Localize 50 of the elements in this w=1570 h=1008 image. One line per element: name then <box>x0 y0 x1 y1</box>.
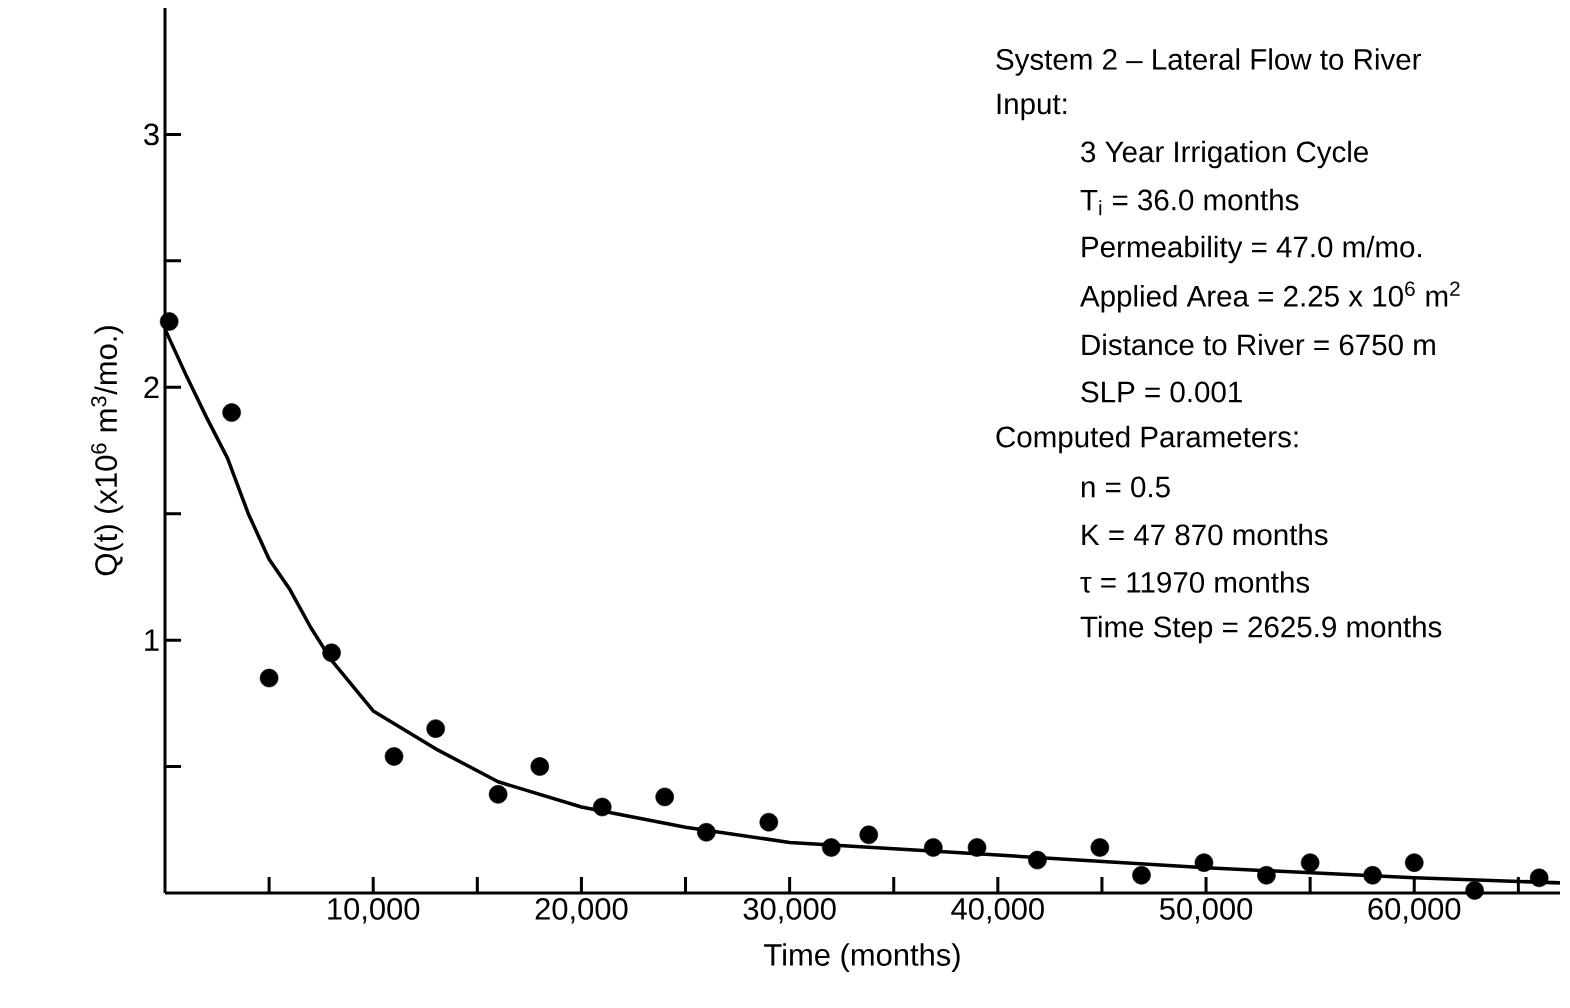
point <box>159 312 179 331</box>
text: System 2 – Lateral Flow to River <box>996 48 1421 76</box>
point <box>384 747 404 766</box>
point <box>859 825 879 845</box>
point <box>426 719 445 738</box>
x-tick-label: 40,000 <box>951 897 1044 924</box>
y-tick-label: 2 <box>144 376 159 399</box>
point <box>1529 868 1549 888</box>
point <box>1194 853 1214 872</box>
point <box>1090 838 1110 857</box>
point <box>259 668 279 688</box>
annotation: Distance to River = 6750 m <box>1082 333 1435 356</box>
annotation: Applied Area = 2.25 x 10$^{6}$ m$^{2}$ <box>1080 281 1460 313</box>
point <box>222 403 241 422</box>
x-tick-label: 30,000 <box>743 897 836 924</box>
point <box>697 823 716 842</box>
point <box>759 812 779 832</box>
annotation: SLP = 0.001 <box>1081 381 1242 403</box>
y-tick-label: 3 <box>144 123 159 146</box>
point <box>1257 866 1276 885</box>
point <box>1028 850 1047 870</box>
annotation: n = 0.5 <box>1081 476 1170 498</box>
point <box>1132 866 1151 885</box>
point <box>1300 853 1320 872</box>
annotation: Input: <box>997 93 1067 121</box>
point <box>530 757 550 776</box>
point <box>488 785 508 804</box>
point <box>1465 881 1484 900</box>
point <box>924 838 943 857</box>
x-tick-label: 10,000 <box>328 897 420 924</box>
point <box>967 838 987 857</box>
annotation: Time Step = 2625.9 months <box>1080 615 1442 644</box>
x-axis-title: Time (months) <box>764 943 960 972</box>
point <box>1363 866 1382 885</box>
annotation: Permeability = 47.0 m/mo. <box>1082 235 1421 264</box>
point <box>821 838 841 857</box>
point <box>322 643 341 663</box>
x-tick-label: 60,000 <box>1368 897 1461 924</box>
annotation: Computed Parameters: <box>996 425 1298 454</box>
x-tick-label: 50,000 <box>1159 897 1253 924</box>
annotation: T$_{i}$ = 36.0 months <box>1080 188 1299 216</box>
point <box>1404 853 1424 872</box>
y-tick-label: 1 <box>145 629 159 651</box>
y-axis-title: Q(t) (x10$^{6}$ m$^{3}$/mo.) <box>91 326 124 576</box>
annotation: 3 Year Irrigation Cycle <box>1081 140 1368 169</box>
point <box>592 797 612 817</box>
x-tick-label: 20,000 <box>535 897 628 924</box>
annotation: τ = 11970 months <box>1080 571 1310 593</box>
annotation: K = 47 870 months <box>1082 523 1328 546</box>
point <box>655 787 674 807</box>
